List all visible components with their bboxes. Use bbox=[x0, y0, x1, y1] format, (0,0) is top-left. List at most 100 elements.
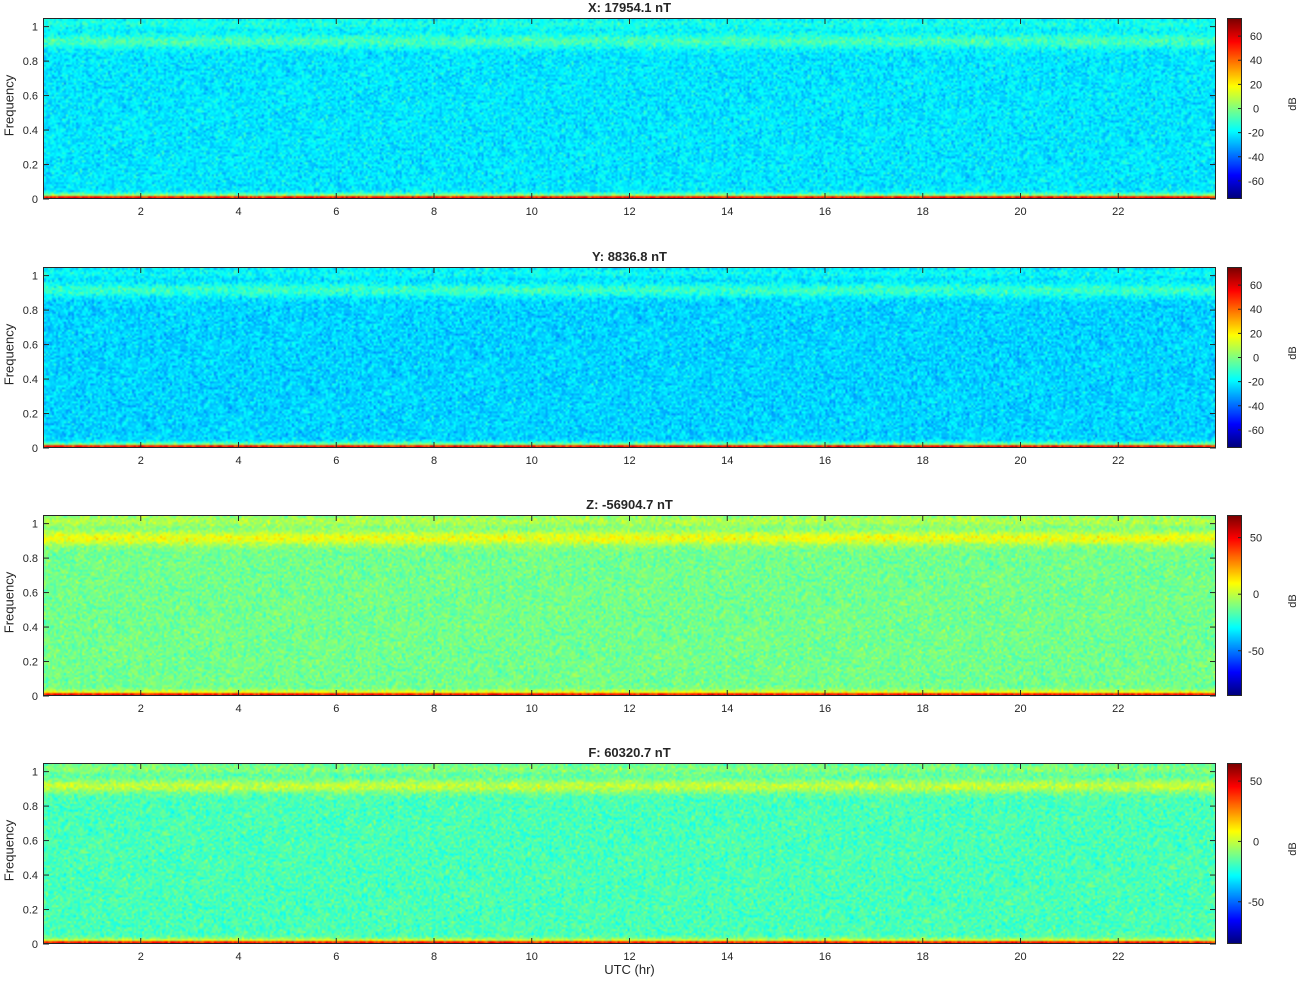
spectrogram-panel-f: F: 60320.7 nT Frequency dB 2 4 6 8 10 12 14 16 1… bbox=[0, 745, 1297, 990]
y-tick-label: 1 bbox=[32, 519, 38, 531]
x-tick-label: 8 bbox=[431, 455, 437, 467]
panel-title: Z: -56904.7 nT bbox=[586, 497, 673, 512]
x-tick-label: 16 bbox=[819, 206, 831, 218]
spectrogram-plot-area bbox=[43, 515, 1216, 696]
y-tick-label: 0.2 bbox=[23, 657, 38, 669]
colorbar-tick-label: 40 bbox=[1250, 304, 1262, 316]
y-tick-label: 0.8 bbox=[23, 553, 38, 565]
axis-ticks: 2 4 6 8 10 12 14 16 18 20 22 0 0.2 0.4 0.6 0.8 1 -60 -40 -2… bbox=[23, 18, 1264, 218]
y-tick-label: 0.2 bbox=[23, 905, 38, 917]
colorbar-tick-label: 0 bbox=[1253, 353, 1259, 365]
colorbar-tick-label: 0 bbox=[1253, 104, 1259, 116]
x-tick-label: 12 bbox=[623, 455, 635, 467]
x-tick-label: 14 bbox=[721, 951, 733, 963]
x-axis-label: UTC (hr) bbox=[604, 962, 655, 977]
y-tick-label: 1 bbox=[32, 271, 38, 283]
y-tick-label: 0 bbox=[32, 939, 38, 951]
y-tick-label: 0.8 bbox=[23, 801, 38, 813]
y-tick-label: 0.6 bbox=[23, 588, 38, 600]
axis-ticks: 2 4 6 8 10 12 14 16 18 20 22 0 0.2 0.4 0.6 0.8 1 -50 0 50 bbox=[23, 763, 1264, 963]
y-tick-label: 0.6 bbox=[23, 91, 38, 103]
x-tick-label: 2 bbox=[138, 951, 144, 963]
y-tick-label: 0.2 bbox=[23, 160, 38, 172]
x-tick-label: 22 bbox=[1112, 206, 1124, 218]
x-tick-label: 4 bbox=[235, 951, 241, 963]
x-tick-label: 16 bbox=[819, 455, 831, 467]
x-tick-label: 8 bbox=[431, 206, 437, 218]
x-tick-label: 8 bbox=[431, 703, 437, 715]
x-tick-label: 22 bbox=[1112, 703, 1124, 715]
y-tick-label: 0.4 bbox=[23, 622, 38, 634]
x-tick-label: 18 bbox=[917, 703, 929, 715]
colorbar bbox=[1227, 763, 1242, 944]
y-tick-label: 0.8 bbox=[23, 56, 38, 68]
colorbar bbox=[1227, 515, 1242, 696]
x-tick-label: 20 bbox=[1014, 455, 1026, 467]
y-tick-label: 0 bbox=[32, 443, 38, 455]
y-tick-label: 0 bbox=[32, 691, 38, 703]
colorbar-tick-label: -50 bbox=[1248, 646, 1264, 658]
y-tick-label: 1 bbox=[32, 22, 38, 34]
x-tick-label: 10 bbox=[526, 206, 538, 218]
x-tick-label: 4 bbox=[235, 455, 241, 467]
x-tick-label: 6 bbox=[333, 951, 339, 963]
x-tick-label: 18 bbox=[917, 455, 929, 467]
colorbar-tick-label: 0 bbox=[1253, 836, 1259, 848]
spectrogram-plot-area bbox=[43, 267, 1216, 448]
y-tick-label: 0.4 bbox=[23, 870, 38, 882]
panel-title: F: 60320.7 nT bbox=[588, 745, 671, 760]
y-tick-label: 0.2 bbox=[23, 409, 38, 421]
colorbar-tick-label: -20 bbox=[1248, 128, 1264, 140]
x-tick-label: 2 bbox=[138, 455, 144, 467]
x-tick-label: 18 bbox=[917, 951, 929, 963]
spectrogram-panel-z: Z: -56904.7 nT Frequency dB 2 4 6 8 10 12 14 16… bbox=[0, 497, 1297, 742]
colorbar-tick-label: -40 bbox=[1248, 401, 1264, 413]
x-tick-label: 22 bbox=[1112, 455, 1124, 467]
y-tick-label: 1 bbox=[32, 767, 38, 779]
x-tick-label: 12 bbox=[623, 206, 635, 218]
x-tick-label: 10 bbox=[526, 951, 538, 963]
x-tick-label: 12 bbox=[623, 951, 635, 963]
panel-title: X: 17954.1 nT bbox=[587, 0, 672, 15]
colorbar-tick-label: -40 bbox=[1248, 152, 1264, 164]
x-tick-label: 20 bbox=[1014, 206, 1026, 218]
x-tick-label: 14 bbox=[721, 206, 733, 218]
colorbar-tick-label: 60 bbox=[1250, 280, 1262, 292]
y-tick-label: 0 bbox=[32, 194, 38, 206]
y-tick-label: 0.6 bbox=[23, 836, 38, 848]
x-tick-label: 18 bbox=[917, 206, 929, 218]
colorbar-tick-label: 50 bbox=[1250, 776, 1262, 788]
x-tick-label: 20 bbox=[1014, 951, 1026, 963]
x-tick-label: 14 bbox=[721, 455, 733, 467]
colorbar-tick-label: 20 bbox=[1250, 79, 1262, 91]
x-tick-label: 16 bbox=[819, 951, 831, 963]
panel-title: Y: 8836.8 nT bbox=[592, 249, 667, 264]
colorbar-tick-label: 60 bbox=[1250, 31, 1262, 43]
y-tick-label: 0.4 bbox=[23, 125, 38, 137]
x-tick-label: 14 bbox=[721, 703, 733, 715]
colorbar-tick-label: -60 bbox=[1248, 425, 1264, 437]
colorbar-tick-label: 0 bbox=[1253, 589, 1259, 601]
x-tick-label: 10 bbox=[526, 703, 538, 715]
y-tick-label: 0.6 bbox=[23, 340, 38, 352]
x-tick-label: 22 bbox=[1112, 951, 1124, 963]
spectrogram-panel-x: X: 17954.1 nT Frequency dB 2 4 6 8 10 12 14 16 1… bbox=[0, 0, 1297, 245]
colorbar-tick-label: -20 bbox=[1248, 377, 1264, 389]
x-tick-label: 12 bbox=[623, 703, 635, 715]
y-tick-label: 0.8 bbox=[23, 305, 38, 317]
x-tick-label: 6 bbox=[333, 703, 339, 715]
x-tick-label: 4 bbox=[235, 206, 241, 218]
axis-ticks: 2 4 6 8 10 12 14 16 18 20 22 0 0.2 0.4 0.6 0.8 1 -50 0 50 bbox=[23, 515, 1264, 715]
spectrogram-plot-area bbox=[43, 18, 1216, 199]
colorbar-tick-label: 20 bbox=[1250, 328, 1262, 340]
colorbar-tick-label: 40 bbox=[1250, 55, 1262, 67]
spectrogram-panel-y: Y: 8836.8 nT Frequency dB 2 4 6 8 10 12 14 16 18… bbox=[0, 249, 1297, 494]
x-tick-label: 16 bbox=[819, 703, 831, 715]
x-tick-label: 8 bbox=[431, 951, 437, 963]
x-tick-label: 4 bbox=[235, 703, 241, 715]
x-tick-label: 6 bbox=[333, 455, 339, 467]
x-tick-label: 10 bbox=[526, 455, 538, 467]
x-tick-label: 2 bbox=[138, 703, 144, 715]
colorbar-tick-label: -50 bbox=[1248, 897, 1264, 909]
axis-ticks: 2 4 6 8 10 12 14 16 18 20 22 0 0.2 0.4 0.6 0.8 1 -60 -40 -2… bbox=[23, 267, 1264, 467]
